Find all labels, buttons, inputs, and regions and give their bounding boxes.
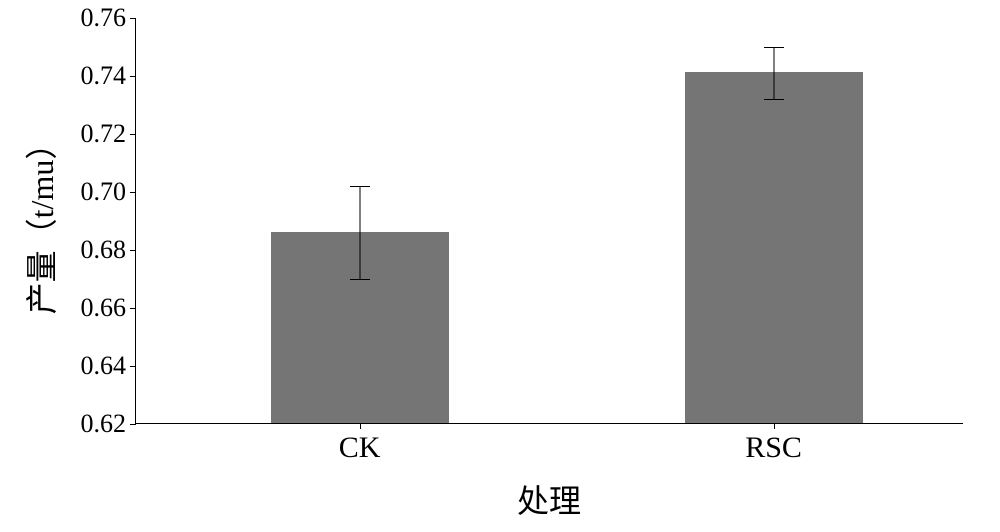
- y-axis-title: 产量（t/mu）: [17, 128, 63, 315]
- error-bar: [359, 186, 360, 279]
- error-cap-top: [764, 47, 784, 48]
- y-tick-label: 0.70: [81, 177, 137, 207]
- y-tick-label: 0.74: [81, 61, 137, 91]
- error-cap-bottom: [764, 99, 784, 100]
- error-cap-bottom: [350, 279, 370, 280]
- y-tick-label: 0.68: [81, 235, 137, 265]
- y-tick-label: 0.72: [81, 119, 137, 149]
- x-tick-label: RSC: [745, 423, 802, 465]
- error-cap-top: [350, 186, 370, 187]
- error-bar: [773, 47, 774, 99]
- y-tick-label: 0.66: [81, 293, 137, 323]
- y-tick-label: 0.62: [81, 409, 137, 439]
- x-tick-label: CK: [339, 423, 381, 465]
- y-tick-label: 0.64: [81, 351, 137, 381]
- yield-bar-chart: 0.620.640.660.680.700.720.740.76CKRSC 产量…: [0, 0, 1000, 532]
- x-axis-title: 处理: [517, 476, 581, 522]
- y-tick-label: 0.76: [81, 3, 137, 33]
- plot-area: 0.620.640.660.680.700.720.740.76CKRSC: [135, 18, 963, 424]
- bar: [685, 72, 863, 423]
